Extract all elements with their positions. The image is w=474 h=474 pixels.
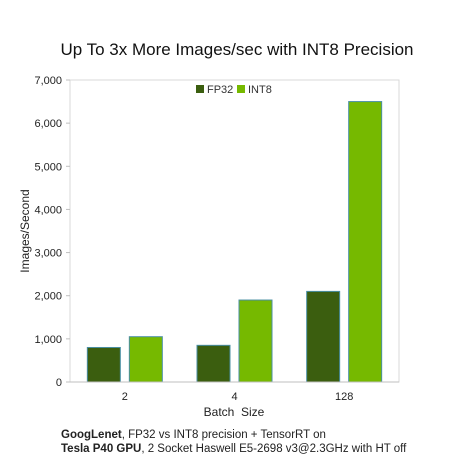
legend-label-int8: INT8 (248, 84, 272, 96)
y-tick-label: 1,000 (34, 334, 62, 346)
y-tick-label: 7,000 (34, 75, 62, 87)
x-axis-label: Batch Size (204, 405, 265, 419)
footnote-gpu: Tesla P40 GPU (61, 443, 142, 455)
x-tick-label: 2 (122, 391, 128, 403)
legend-swatch-int8 (237, 85, 245, 93)
plot-area (69, 79, 400, 383)
footnote: GoogLenet, FP32 vs INT8 precision + Tens… (61, 428, 466, 456)
y-tick-label: 3,000 (34, 248, 62, 260)
y-tick-label: 0 (56, 377, 62, 389)
x-tick-label: 4 (231, 391, 237, 403)
bar-fp32-2 (86, 346, 121, 383)
chart-title: Up To 3x More Images/sec with INT8 Preci… (60, 40, 413, 59)
y-tick-label: 5,000 (34, 161, 62, 173)
x-axis: 2 4 128 (122, 391, 354, 403)
footnote-model: GoogLenet (61, 429, 122, 441)
y-axis: 0 1,000 2,000 3,000 4,000 5,000 6,000 7,000 (34, 75, 70, 389)
y-tick-label: 4,000 (34, 204, 62, 216)
bar-fp32-4 (196, 344, 231, 383)
legend-swatch-fp32 (196, 85, 204, 93)
bar-int8-128 (348, 101, 383, 383)
y-tick-label: 6,000 (34, 118, 62, 130)
bar-fp32-128 (306, 290, 341, 383)
footnote-line-2-text: , 2 Socket Haswell E5-2698 v3@2.3GHz wit… (141, 443, 407, 455)
legend: FP32 INT8 (196, 84, 272, 96)
bars (86, 101, 383, 383)
legend-label-fp32: FP32 (207, 84, 233, 96)
bar-int8-2 (128, 336, 163, 383)
footnote-line-2: Tesla P40 GPU, 2 Socket Haswell E5-2698 … (61, 442, 466, 456)
y-axis-label: Images/Second (18, 189, 32, 272)
footnote-line-1-text: , FP32 vs INT8 precision + TensorRT on (121, 429, 326, 441)
y-tick-label: 2,000 (34, 291, 62, 303)
footnote-line-1: GoogLenet, FP32 vs INT8 precision + Tens… (61, 428, 466, 442)
bar-int8-4 (238, 299, 273, 383)
x-tick-label: 128 (335, 391, 353, 403)
